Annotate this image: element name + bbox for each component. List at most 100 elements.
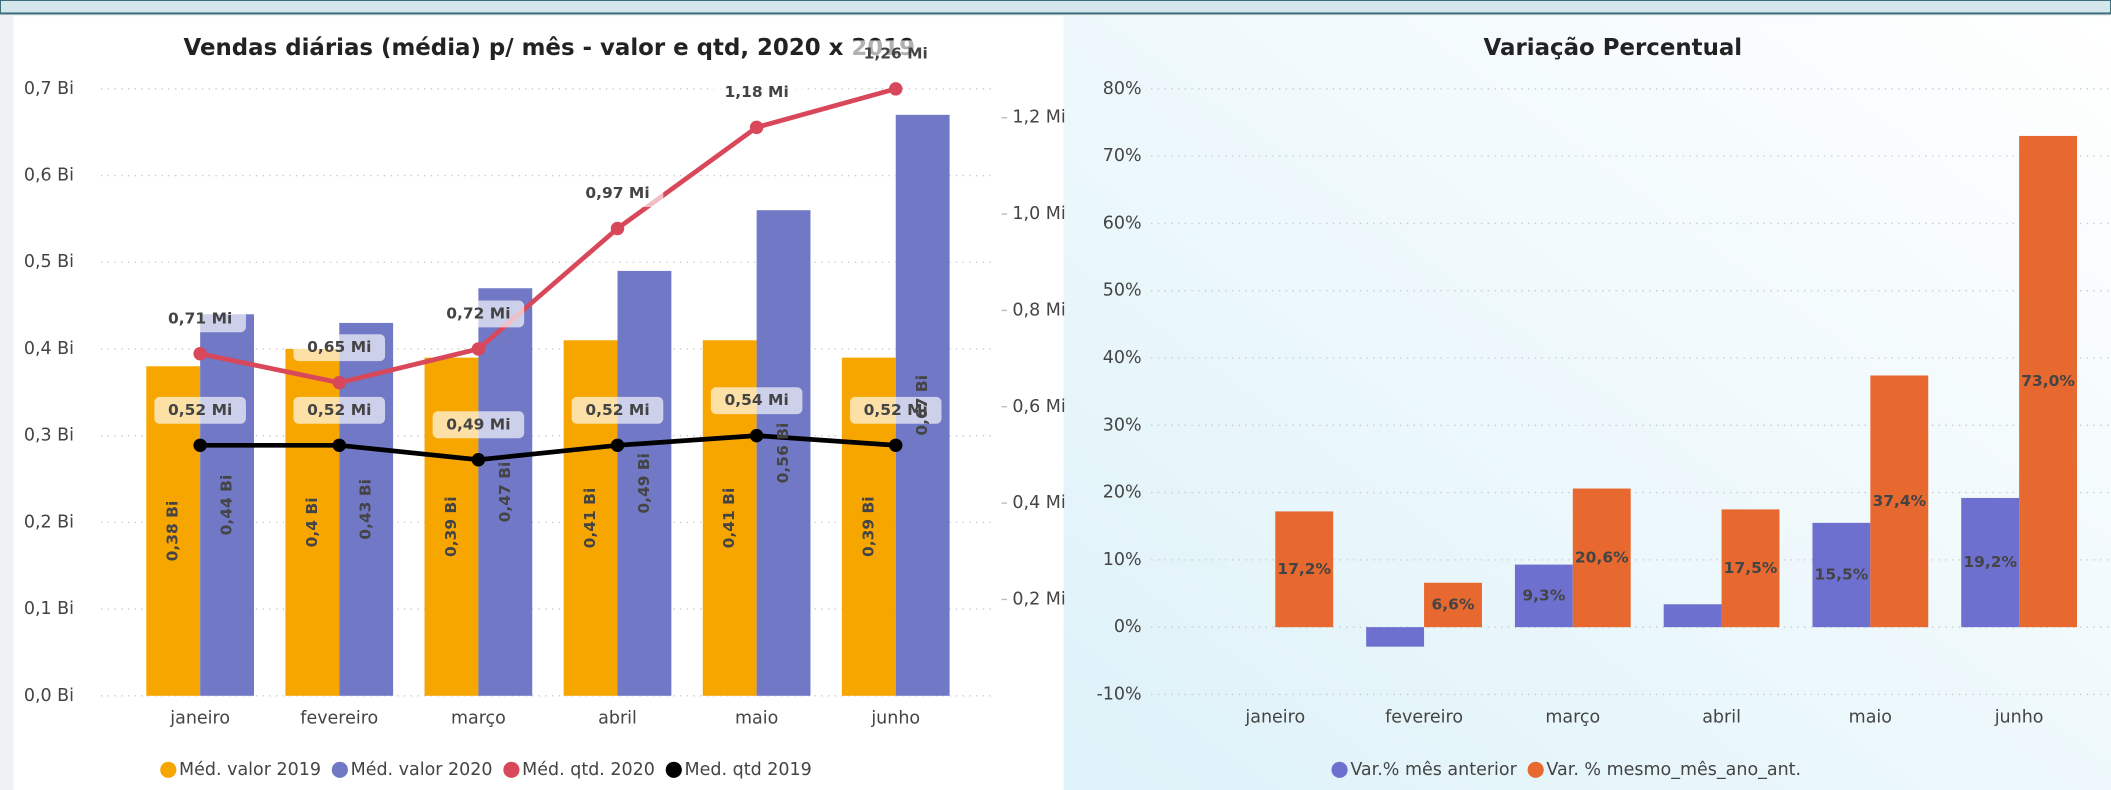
label-box (432, 300, 525, 328)
bar (1424, 582, 1482, 628)
label-box (432, 411, 525, 439)
line-value-label: 0,72 Mi (446, 304, 510, 322)
bar-value-label: 0,56 Bi (774, 423, 792, 484)
bar-value-label: 20,6% (1575, 548, 1629, 566)
y-tick-label: 0,7 Bi (24, 79, 74, 99)
line-value-label: 1,18 Mi (724, 83, 788, 101)
bar (617, 270, 672, 696)
x-tick-label: maio (1849, 707, 1892, 727)
y-tick-label: 10% (1103, 550, 1142, 570)
legend-label: Med. qtd 2019 (685, 760, 812, 780)
legend-marker (331, 761, 348, 778)
y-tick-label: 0,0 Bi (24, 686, 74, 706)
y2-tick-label: 0,4 Mi (1012, 493, 1065, 513)
line-point (332, 438, 346, 453)
line (200, 433, 896, 463)
x-tick-label: março (451, 709, 506, 729)
bar (1514, 564, 1573, 628)
x-tick-label: fevereiro (1385, 707, 1463, 727)
x-tick-label: junho (870, 709, 920, 729)
label-box (710, 387, 803, 415)
bar-value-label: 0,4 Bi (303, 497, 321, 547)
bar (1572, 488, 1631, 628)
legend-marker (160, 761, 177, 778)
label-box (293, 396, 386, 424)
line-value-label: 0,52 Mi (168, 401, 232, 419)
bar-value-label: 0,38 Bi (164, 501, 182, 562)
bar (1721, 509, 1780, 628)
bar (1663, 604, 1722, 628)
y-tick-label: 80% (1103, 79, 1142, 99)
y-tick-label: 30% (1103, 415, 1142, 435)
label-box (710, 78, 803, 106)
line-point (471, 342, 486, 356)
legend-label: Méd. valor 2019 (179, 760, 321, 780)
legend-marker (1527, 761, 1544, 778)
panel-right (1063, 16, 2111, 790)
chart-title: Variação Percentual (1484, 35, 1743, 61)
x-tick-label: janeiro (169, 709, 230, 729)
y2-tick-label: 1,0 Mi (1012, 204, 1065, 224)
line-value-label: 0,97 Mi (585, 184, 649, 202)
bar-value-label: 17,2% (1277, 560, 1331, 578)
bar-value-label: 0,39 Bi (859, 496, 877, 557)
x-tick-label: maio (735, 709, 778, 729)
bar (1961, 497, 2020, 628)
x-tick-label: fevereiro (300, 709, 378, 729)
bar-value-label: 0,47 Bi (496, 462, 514, 523)
label-box (293, 334, 386, 362)
x-tick-label: junho (1994, 707, 2044, 727)
y-tick-label: 0,5 Bi (24, 252, 74, 272)
bar-value-label: 0,49 Bi (635, 453, 653, 514)
line-value-label: 0,49 Mi (446, 415, 510, 433)
line-value-label: 0,52 Mi (585, 401, 649, 419)
line-point (193, 438, 207, 453)
legend-marker (503, 761, 520, 778)
line-value-label: 1,26 Mi (864, 44, 928, 62)
line-point (332, 375, 346, 390)
line-value-label: 0,52 Mi (864, 401, 928, 419)
bar (339, 322, 394, 696)
bar (1275, 511, 1334, 628)
line-point (471, 453, 486, 467)
legend-label: Méd. qtd. 2020 (522, 760, 655, 780)
y-tick-label: 60% (1103, 213, 1142, 233)
line-point (610, 221, 625, 236)
label-box (849, 40, 942, 68)
x-tick-label: abril (1702, 707, 1741, 727)
line (199, 86, 897, 386)
legend-label: Méd. valor 2020 (351, 760, 493, 780)
line-value-label: 0,65 Mi (307, 338, 371, 356)
line-value-label: 0,71 Mi (168, 309, 232, 327)
line-point (610, 438, 625, 453)
label-box (154, 396, 246, 424)
bar-value-label: 0,41 Bi (581, 488, 599, 549)
bar (1870, 375, 1929, 628)
y-tick-label: 20% (1103, 483, 1142, 503)
bar-value-label: 9,3% (1522, 586, 1565, 604)
label-box (571, 396, 664, 424)
bar-value-label: 0,43 Bi (357, 479, 375, 540)
bar (200, 314, 255, 696)
y-tick-label: 0,1 Bi (24, 599, 74, 619)
x-tick-label: março (1545, 707, 1600, 727)
y-tick-label: 0,6 Bi (24, 166, 74, 186)
bar-value-label: 73,0% (2021, 372, 2075, 390)
line-point (889, 438, 903, 453)
line-value-label: 0,52 Mi (307, 401, 371, 419)
label-box (849, 396, 942, 424)
y-tick-label: 0,4 Bi (24, 339, 74, 359)
y2-tick-label: 0,8 Mi (1012, 300, 1065, 320)
bar-value-label: 6,6% (1432, 595, 1475, 613)
y2-tick-label: 1,2 Mi (1012, 108, 1065, 128)
bar-value-label: 37,4% (1872, 492, 1926, 510)
top-bar (0, 0, 2111, 15)
line-point (749, 428, 764, 443)
bar (756, 210, 811, 696)
legend-marker (1331, 761, 1348, 778)
bar (1366, 627, 1425, 647)
y-tick-label: 0,2 Bi (24, 512, 74, 532)
bar-value-label: 0,41 Bi (720, 488, 738, 549)
bar-value-label: 0,67 Bi (913, 375, 931, 436)
bar-value-label: 0,44 Bi (218, 475, 236, 536)
